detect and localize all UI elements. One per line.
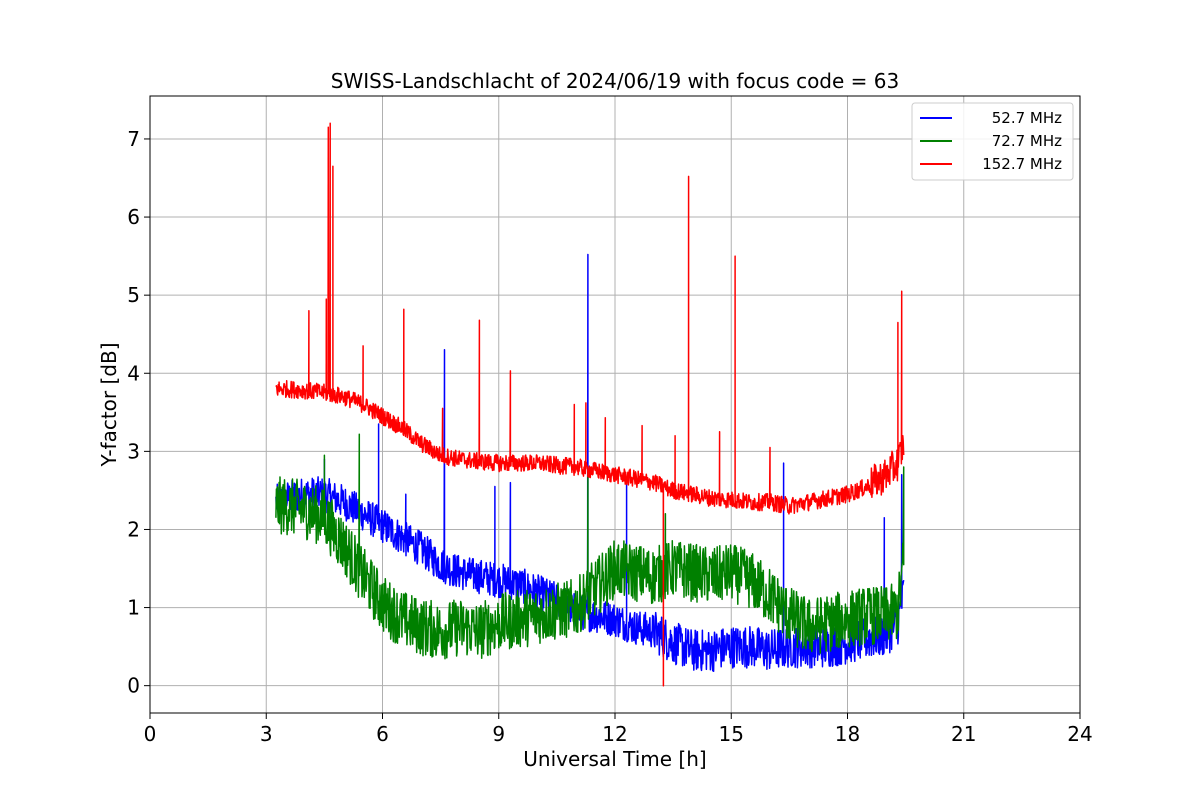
- series-line: [275, 122, 905, 687]
- x-tick-label: 18: [835, 722, 860, 746]
- x-axis-label: Universal Time [h]: [523, 747, 706, 771]
- legend-label: 72.7 MHz: [992, 132, 1062, 150]
- x-tick-label: 24: [1067, 722, 1092, 746]
- x-tick-label: 3: [260, 722, 273, 746]
- y-tick-label: 5: [127, 283, 140, 307]
- y-tick-label: 6: [127, 205, 140, 229]
- legend-label: 152.7 MHz: [982, 155, 1062, 173]
- chart-title: SWISS-Landschlacht of 2024/06/19 with fo…: [331, 69, 899, 93]
- legend-label: 52.7 MHz: [992, 109, 1062, 127]
- y-tick-label: 4: [127, 361, 140, 385]
- series-line: [275, 433, 905, 660]
- x-tick-label: 21: [951, 722, 976, 746]
- x-tick-label: 12: [602, 722, 627, 746]
- legend-box: [911, 102, 1074, 181]
- y-tick-label: 1: [127, 596, 140, 620]
- grid-lines: [149, 96, 1081, 713]
- x-tick-label: 6: [376, 722, 389, 746]
- y-tick-label: 2: [127, 517, 140, 541]
- legend: 52.7 MHz 72.7 MHz 152.7 MHz: [911, 102, 1074, 181]
- x-tick-label: 9: [492, 722, 505, 746]
- y-axis-label: Y-factor [dB]: [97, 342, 121, 467]
- y-tick-label: 3: [127, 439, 140, 463]
- x-tick-label: 0: [144, 722, 157, 746]
- y-tick-label: 0: [127, 674, 140, 698]
- x-tick-label: 15: [719, 722, 744, 746]
- y-tick-label: 7: [127, 127, 140, 151]
- series-lines: [275, 122, 905, 687]
